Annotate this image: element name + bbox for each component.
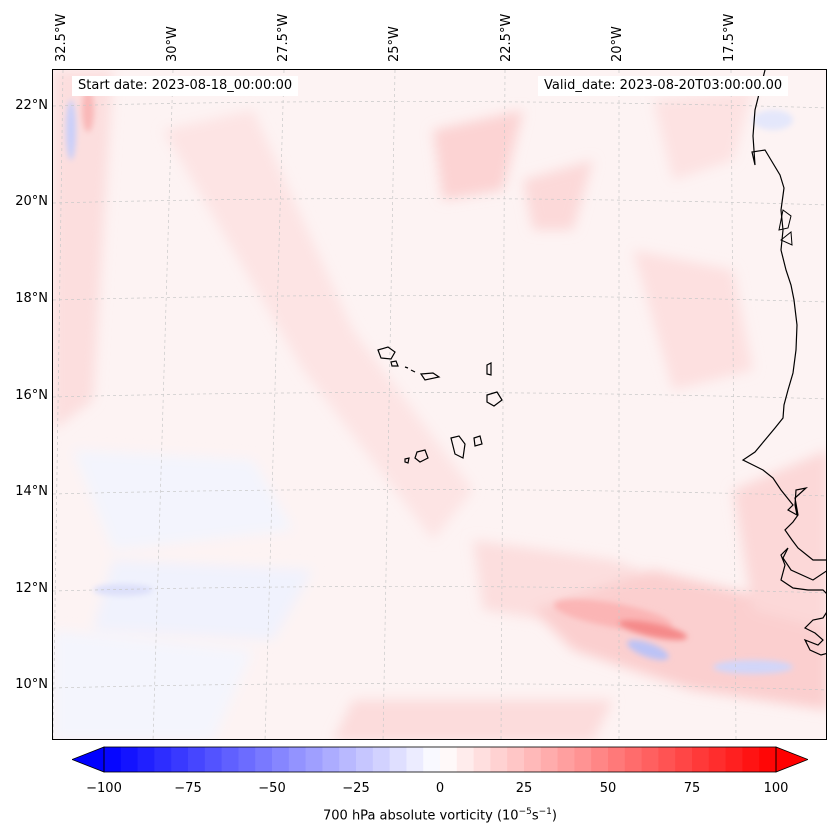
colorbar-step	[104, 747, 122, 772]
vorticity-shading	[53, 70, 826, 739]
colorbar-step	[356, 747, 374, 772]
colorbar-step	[120, 747, 139, 772]
colorbar-step	[725, 747, 743, 772]
colorbar-step	[188, 747, 206, 772]
lon-label-32-5w: 32.5°W	[54, 13, 69, 62]
colorbar-step	[272, 747, 290, 772]
colorbar-step	[540, 747, 559, 772]
lat-label-10n: 10°N	[15, 677, 48, 692]
colorbar-min-extend	[72, 746, 105, 773]
colorbar-step	[557, 747, 575, 772]
colorbar-tick: −50	[258, 781, 286, 796]
colorbar-max-extend	[775, 746, 808, 773]
lat-label-22n: 22°N	[15, 98, 48, 113]
lon-label-30w: 30°W	[165, 26, 180, 62]
africa-coastline	[741, 70, 826, 656]
colorbar-tick: 75	[683, 781, 701, 796]
lat-label-20n: 20°N	[15, 194, 48, 209]
colorbar-step	[658, 747, 676, 772]
start-date-label: Start date: 2023-08-18_00:00:00	[72, 76, 299, 96]
colorbar	[72, 746, 808, 773]
colorbar-step	[305, 747, 323, 772]
colorbar-step	[759, 747, 777, 772]
colorbar-step	[608, 747, 626, 772]
colorbar-step	[171, 747, 189, 772]
colorbar-step	[708, 747, 727, 772]
colorbar-step	[137, 747, 155, 772]
colorbar-step	[221, 747, 239, 772]
colorbar-step	[624, 747, 643, 772]
valid-date-label: Valid_date: 2023-08-20T03:00:00.00	[538, 76, 789, 96]
colorbar-tick: 0	[435, 781, 445, 796]
lat-label-12n: 12°N	[15, 581, 48, 596]
canary-islands	[778, 209, 792, 231]
colorbar-step	[675, 747, 693, 772]
colorbar-step	[490, 747, 508, 772]
colorbar-step	[389, 747, 407, 772]
colorbar-tick: −25	[342, 781, 370, 796]
colorbar-step	[322, 747, 340, 772]
colorbar-step	[372, 747, 391, 772]
colorbar-step	[288, 747, 307, 772]
colorbar-step	[742, 747, 760, 772]
lon-label-22-5w: 22.5°W	[499, 13, 514, 62]
colorbar-step	[456, 747, 475, 772]
colorbar-step	[406, 747, 424, 772]
colorbar-step	[507, 747, 525, 772]
colorbar-step	[591, 747, 609, 772]
colorbar-step	[238, 747, 256, 772]
vorticity-field	[53, 70, 826, 739]
map-panel	[52, 69, 827, 740]
lat-label-14n: 14°N	[15, 484, 48, 499]
graticule	[53, 70, 826, 739]
colorbar-step	[423, 747, 441, 772]
colorbar-step	[574, 747, 592, 772]
colorbar-tick: 100	[763, 781, 789, 796]
lon-label-20w: 20°W	[610, 26, 625, 62]
lon-label-27-5w: 27.5°W	[276, 13, 291, 62]
colorbar-step	[204, 747, 223, 772]
colorbar-step	[154, 747, 172, 772]
colorbar-tick: −75	[174, 781, 202, 796]
colorbar-step	[255, 747, 273, 772]
colorbar-tick: 25	[515, 781, 533, 796]
canary-island-2	[780, 231, 793, 246]
colorbar-step	[440, 747, 458, 772]
colorbar-step	[692, 747, 710, 772]
lon-label-25w: 25°W	[387, 26, 402, 62]
colorbar-step	[339, 747, 357, 772]
lon-label-17-5w: 17.5°W	[722, 13, 737, 62]
colorbar-label: 700 hPa absolute vorticity (10−5s−1)	[323, 807, 557, 824]
cape-verde-islands	[377, 346, 503, 464]
colorbar-tick: −100	[86, 781, 122, 796]
vorticity-core	[66, 88, 793, 674]
colorbar-step	[524, 747, 542, 772]
colorbar-tick: 50	[599, 781, 617, 796]
colorbar-step	[473, 747, 491, 772]
colorbar-frame	[103, 746, 777, 773]
lat-label-16n: 16°N	[15, 388, 48, 403]
colorbar-step	[641, 747, 659, 772]
lat-label-18n: 18°N	[15, 291, 48, 306]
